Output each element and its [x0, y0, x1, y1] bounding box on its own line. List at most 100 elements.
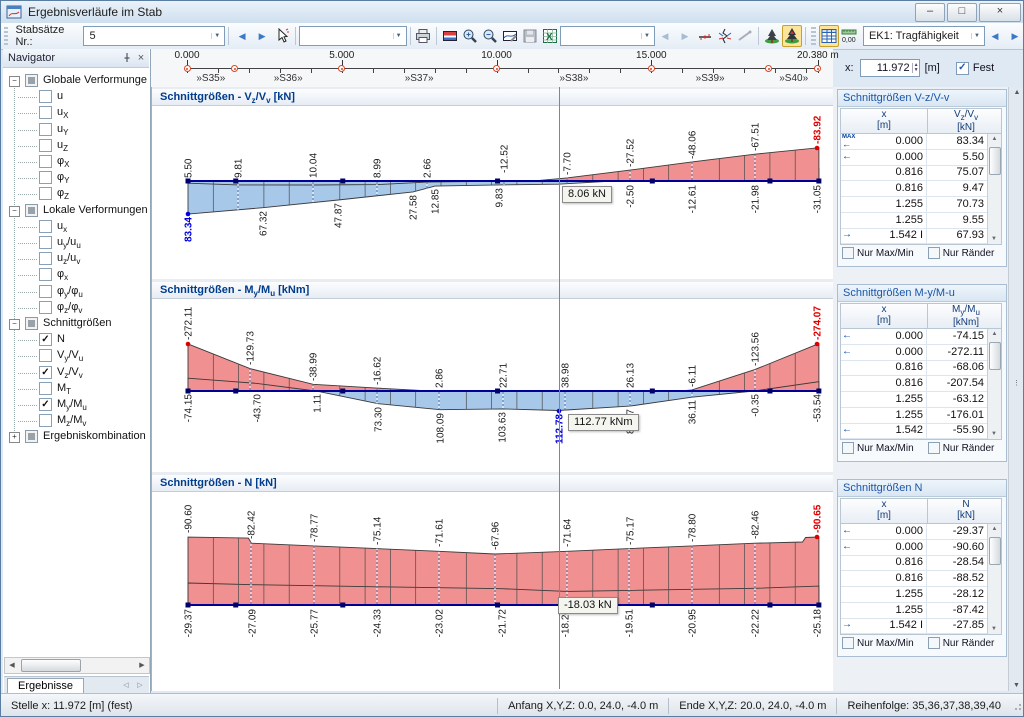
tree-checkbox[interactable]: ✓ — [39, 365, 52, 379]
scroll-down-icon[interactable]: ▼ — [991, 626, 997, 632]
nur-raender-checkbox[interactable] — [927, 442, 940, 454]
table-scrollbar[interactable]: ▲ ▼ — [987, 134, 1001, 244]
scroll-up-icon[interactable]: ▲ — [991, 331, 998, 337]
nur-maxmin-checkbox[interactable] — [842, 442, 854, 454]
chevron-down-icon[interactable]: ▼ — [971, 33, 982, 39]
tree-checkbox[interactable] — [39, 268, 52, 282]
table-row[interactable]: 1.255 9.55 — [841, 212, 988, 229]
tree-expander-icon[interactable]: + — [9, 432, 20, 444]
tree-checkbox[interactable] — [39, 122, 52, 136]
toolbar-grip[interactable] — [4, 27, 9, 45]
table-row[interactable]: → 1.542 I -27.85 — [841, 618, 988, 634]
nur-maxmin-checkbox[interactable] — [842, 637, 854, 649]
table-row[interactable]: 0.816 -207.54 — [841, 376, 988, 393]
tree-item[interactable]: uZ — [3, 138, 147, 154]
tree-checkbox[interactable]: ✓ — [39, 398, 52, 411]
scroll-down-icon[interactable]: ▼ — [1013, 682, 1020, 689]
table-row[interactable]: 0.816 -88.52 — [841, 571, 988, 588]
nur-raender-checkbox[interactable] — [927, 637, 940, 649]
tree-checkbox[interactable] — [39, 171, 52, 185]
print-icon[interactable] — [413, 25, 433, 47]
scroll-left-icon[interactable]: ◀ — [9, 662, 15, 669]
excel-export-icon[interactable]: X — [540, 25, 560, 47]
tree-item[interactable]: uY — [3, 122, 147, 138]
tree-expander-icon[interactable]: − — [9, 205, 20, 217]
tree-checkbox[interactable] — [39, 284, 52, 298]
tree-checkbox[interactable] — [39, 236, 52, 249]
tree-item[interactable]: u — [3, 89, 147, 105]
tree-item[interactable]: − Lokale Verformungen — [3, 203, 148, 219]
previous-disabled-button[interactable]: ◀ — [661, 30, 669, 41]
x-spinner[interactable]: ▲ ▼ — [911, 62, 919, 73]
next-disabled-button[interactable]: ▶ — [681, 30, 689, 41]
maximize-button[interactable]: □ — [947, 2, 977, 22]
tree-checkbox[interactable] — [39, 219, 52, 233]
section-cut-icon[interactable] — [715, 25, 735, 47]
tree-item[interactable]: φX — [3, 154, 147, 170]
table-row[interactable]: ← 0.000 -29.37 — [841, 524, 988, 540]
table-row[interactable]: 0.816 -28.54 — [841, 555, 988, 572]
tree-item[interactable]: ux — [3, 219, 147, 235]
scroll-down-icon[interactable]: ▼ — [991, 236, 997, 242]
tab-ergebnisse[interactable]: Ergebnisse — [7, 677, 85, 694]
resize-grip[interactable] — [1011, 700, 1023, 712]
load-case-combobox[interactable]: EK1: Tragfähigkeit ▼ — [862, 26, 985, 46]
splitter-grip[interactable]: ⋮ — [1013, 380, 1020, 387]
table-row[interactable]: ← 0.000 -272.11 — [841, 344, 988, 361]
tree-checkbox[interactable] — [39, 155, 52, 168]
chevron-down-icon[interactable]: ▼ — [392, 33, 404, 39]
result-diagram-icon[interactable] — [440, 25, 460, 47]
cursor-line[interactable] — [559, 87, 560, 689]
tab-scroll-right-icon[interactable]: ▷ — [137, 682, 143, 689]
scroll-down-icon[interactable]: ▼ — [991, 431, 997, 437]
show-max-results-icon[interactable] — [781, 25, 802, 47]
chevron-down-icon[interactable]: ▼ — [211, 33, 222, 39]
tree-item[interactable]: φy/φu — [3, 284, 147, 300]
next-loadcase-button[interactable]: ▶ — [1011, 30, 1019, 41]
table-row[interactable]: ← 1.542 -55.90 — [841, 423, 988, 439]
scroll-up-icon[interactable]: ▲ — [1013, 89, 1021, 96]
table-row[interactable]: 0.816 -68.06 — [841, 360, 988, 377]
tree-parent-checkbox[interactable] — [25, 203, 38, 217]
table-row[interactable]: 0.816 75.07 — [841, 165, 988, 182]
next-member-button[interactable]: ▶ — [258, 30, 266, 41]
nur-maxmin-checkbox[interactable] — [842, 247, 854, 259]
scroll-right-icon[interactable]: ▶ — [139, 662, 145, 669]
pick-member-icon[interactable] — [272, 25, 292, 47]
table-scrollbar[interactable]: ▲ ▼ — [987, 329, 1001, 439]
tree-checkbox[interactable] — [39, 90, 52, 104]
tree-item[interactable]: ✓ Vz/Vv — [3, 365, 147, 381]
tree-checkbox[interactable] — [39, 252, 52, 266]
close-button[interactable]: × — [979, 2, 1021, 22]
tree-parent-checkbox[interactable] — [25, 317, 38, 330]
secondary-combobox[interactable]: ▼ — [298, 26, 407, 46]
scrollbar-thumb[interactable] — [989, 147, 1001, 175]
table-row[interactable]: 1.255 -87.42 — [841, 602, 988, 619]
stabsaetze-combobox[interactable]: 5 ▼ — [83, 26, 226, 46]
pin-icon[interactable] — [121, 52, 133, 64]
zoom-in-icon[interactable] — [460, 25, 480, 47]
table-row[interactable]: 1.255 -176.01 — [841, 407, 988, 424]
tree-parent-checkbox[interactable] — [25, 430, 38, 444]
table-row[interactable]: ← 0.000 5.50 — [841, 149, 988, 166]
smooth-diagram-icon[interactable] — [735, 25, 755, 47]
tree-item[interactable]: uy/uu — [3, 235, 147, 251]
tree-checkbox[interactable]: ✓ — [39, 333, 52, 347]
previous-loadcase-button[interactable]: ◀ — [991, 30, 999, 41]
zoom-out-icon[interactable] — [480, 25, 500, 47]
tree-item[interactable]: ✓ N — [3, 332, 147, 348]
tertiary-combobox[interactable]: ▼ — [559, 26, 655, 46]
diagram-settings-icon[interactable] — [500, 25, 520, 47]
table-row[interactable]: MAX ← 0.000 83.34 — [841, 134, 988, 150]
tree-parent-checkbox[interactable] — [25, 74, 38, 87]
tree-item[interactable]: − Schnittgrößen — [3, 316, 147, 332]
close-navigator-icon[interactable]: × — [137, 52, 145, 64]
tree-checkbox[interactable] — [39, 106, 52, 120]
tree-checkbox[interactable] — [39, 381, 52, 395]
tree-checkbox[interactable] — [39, 349, 52, 363]
tree-item[interactable]: φx — [3, 267, 147, 283]
table-row[interactable]: 0.816 9.47 — [841, 181, 988, 198]
tree-expander-icon[interactable]: − — [9, 319, 20, 330]
tab-scroll-left-icon[interactable]: ◁ — [123, 682, 129, 689]
tree-checkbox[interactable] — [39, 300, 52, 314]
